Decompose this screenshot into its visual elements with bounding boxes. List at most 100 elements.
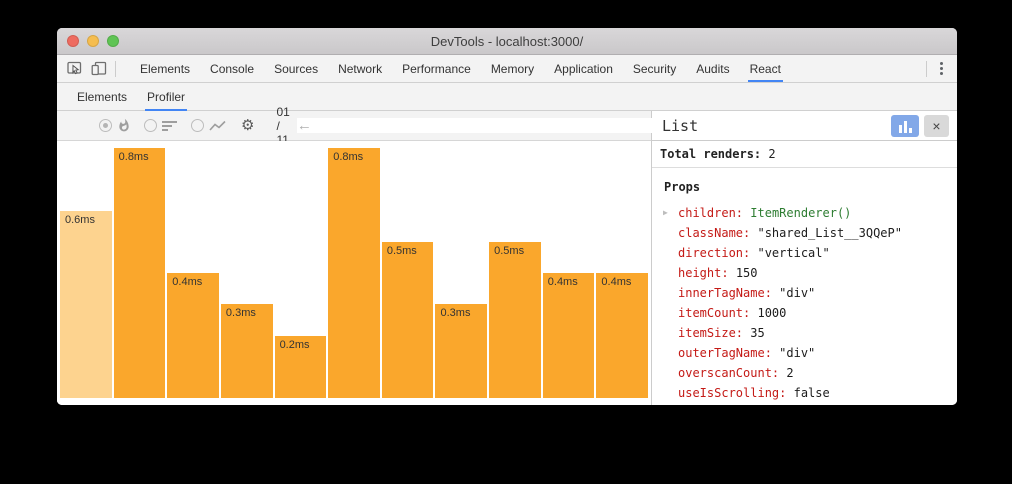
commit-bar-11[interactable]: 0.4ms — [596, 273, 649, 398]
commit-duration-label: 0.4ms — [172, 276, 203, 288]
profiler-pane: ⚙ 01 / 11 ← → 0.6ms0.8ms0.4ms0.3ms0.2ms0… — [57, 105, 957, 405]
tab-application[interactable]: Application — [554, 61, 613, 76]
props-section: Props ▶ children: ItemRenderer() className… — [652, 168, 957, 405]
commit-duration-label: 0.4ms — [601, 276, 632, 288]
prop-key: itemSize: — [678, 326, 744, 340]
device-toolbar-icon[interactable] — [87, 57, 111, 81]
prop-key: useIsScrolling: — [678, 386, 787, 400]
commit-bar-10[interactable]: 0.4ms — [542, 273, 595, 398]
tab-network[interactable]: Network — [338, 61, 383, 76]
prop-row-outerTagName[interactable]: outerTagName: "div" — [662, 343, 949, 363]
commit-duration-label: 0.8ms — [118, 151, 149, 163]
tab-react[interactable]: React — [740, 55, 791, 82]
tab-elements[interactable]: Elements — [140, 61, 191, 76]
tab-sources[interactable]: Sources — [274, 61, 319, 76]
devtools-tab-bar: Elements Console Sources Network Performance… — [57, 55, 957, 83]
commit-duration-label: 0.5ms — [386, 245, 417, 257]
prop-value: 2 — [786, 366, 794, 380]
commit-duration-label: 0.3ms — [225, 307, 256, 319]
ranked-radio[interactable] — [144, 119, 157, 132]
subtab-elements[interactable]: Elements — [77, 89, 128, 104]
commit-duration-label: 0.8ms — [333, 151, 364, 163]
total-renders-label: Total renders: — [660, 147, 762, 161]
view-ranked-option[interactable] — [144, 119, 178, 132]
ranked-chart-icon — [162, 120, 178, 132]
window-title: DevTools - localhost:3000/ — [430, 33, 584, 49]
close-details-button[interactable]: × — [924, 114, 949, 137]
prop-value: 150 — [735, 266, 758, 280]
prop-value: "div" — [779, 286, 816, 300]
commit-bar-2[interactable]: 0.8ms — [113, 148, 166, 398]
commit-duration-chart: 0.6ms 0.8ms 0.4ms 0.3ms 0.2ms 0.8ms 0.5ms 0.3ms… — [57, 141, 651, 405]
subtab-profiler[interactable]: Profiler — [137, 83, 195, 111]
prop-value: "vertical" — [757, 246, 830, 260]
view-flamegraph-option[interactable] — [99, 118, 131, 133]
tab-performance[interactable]: Performance — [402, 61, 471, 76]
commit-duration-label: 0.6ms — [65, 214, 95, 226]
prop-row-direction[interactable]: direction: "vertical" — [662, 243, 949, 263]
main-tabs: Elements Console Sources Network Performance… — [130, 55, 791, 82]
prop-row-overscanCount[interactable]: overscanCount: 2 — [662, 363, 949, 383]
tab-memory[interactable]: Memory — [490, 61, 535, 76]
prop-row-itemCount[interactable]: itemCount: 1000 — [662, 303, 949, 323]
details-header: List × — [652, 111, 957, 141]
interactions-radio[interactable] — [191, 119, 204, 132]
total-renders-row: Total renders: 2 — [652, 141, 957, 168]
more-options-icon[interactable] — [931, 57, 951, 81]
commit-bar-3[interactable]: 0.4ms — [167, 273, 219, 398]
prop-key: height: — [678, 266, 729, 280]
prop-value: ItemRenderer() — [750, 206, 852, 220]
line-chart-icon — [209, 120, 227, 132]
prop-row-innerTagName[interactable]: innerTagName: "div" — [662, 283, 949, 303]
commit-duration-label: 0.4ms — [547, 276, 578, 288]
commit-duration-label: 0.3ms — [440, 307, 471, 319]
prop-key: direction: — [678, 246, 751, 260]
view-render-history-button[interactable] — [891, 114, 919, 137]
view-interactions-option[interactable] — [191, 119, 227, 132]
minimize-window-button[interactable] — [87, 35, 99, 47]
prop-row-height[interactable]: height: 150 — [662, 263, 949, 283]
title-bar: DevTools - localhost:3000/ — [57, 28, 957, 55]
prop-row-useIsScrolling[interactable]: useIsScrolling: false — [662, 383, 949, 403]
tab-security[interactable]: Security — [632, 61, 677, 76]
commit-bar-6[interactable]: 0.8ms — [328, 148, 380, 398]
prop-key: overscanCount: — [678, 366, 780, 380]
zoom-window-button[interactable] — [107, 35, 119, 47]
tab-audits[interactable]: Audits — [696, 61, 730, 76]
commit-bar-7[interactable]: 0.5ms — [381, 242, 434, 398]
bar-chart-icon — [898, 124, 902, 133]
flamegraph-radio[interactable] — [99, 119, 112, 132]
devtools-window: DevTools - localhost:3000/ Elements Conso… — [57, 28, 957, 405]
divider — [926, 60, 927, 77]
commit-duration-label: 0.5ms — [494, 245, 525, 257]
settings-gear-icon[interactable]: ⚙ — [241, 117, 255, 134]
commit-bar-8[interactable]: 0.3ms — [435, 304, 488, 398]
prop-row-className[interactable]: className: "shared_List__3QQeP" — [662, 223, 949, 243]
commit-duration-label: 0.2ms — [279, 339, 310, 351]
traffic-lights — [67, 35, 119, 47]
prop-key: outerTagName: — [678, 346, 772, 360]
divider — [115, 60, 116, 77]
commit-bar-1[interactable]: 0.6ms — [60, 211, 112, 398]
prop-row-itemSize[interactable]: itemSize: 35 — [662, 323, 949, 343]
prop-value: 1000 — [757, 306, 787, 320]
prop-value: false — [793, 386, 830, 400]
commit-bar-5[interactable]: 0.2ms — [274, 336, 327, 398]
react-subtabs: Elements Profiler — [67, 83, 195, 111]
commit-bar-4[interactable]: 0.3ms — [220, 304, 273, 398]
close-window-button[interactable] — [67, 35, 79, 47]
commit-bar-9[interactable]: 0.5ms — [489, 242, 541, 398]
tab-console[interactable]: Console — [210, 61, 255, 76]
prop-row-width[interactable]: width: 300 — [662, 403, 949, 405]
prop-key: itemCount: — [678, 306, 751, 320]
component-name: List — [662, 116, 699, 135]
inspect-element-icon[interactable] — [63, 57, 87, 81]
prop-key: innerTagName: — [678, 286, 772, 300]
prop-key: children: — [678, 206, 744, 220]
component-details-pane: List × Total renders: 2 Props ▶ children:… — [652, 111, 957, 405]
react-subtab-bar: Elements Profiler — [57, 83, 957, 111]
props-heading: Props — [664, 180, 701, 194]
prop-row-children[interactable]: ▶ children: ItemRenderer() — [662, 203, 949, 223]
props-list: ▶ children: ItemRenderer() className: "sha… — [662, 203, 949, 405]
expand-triangle-icon[interactable]: ▶ — [663, 208, 668, 217]
